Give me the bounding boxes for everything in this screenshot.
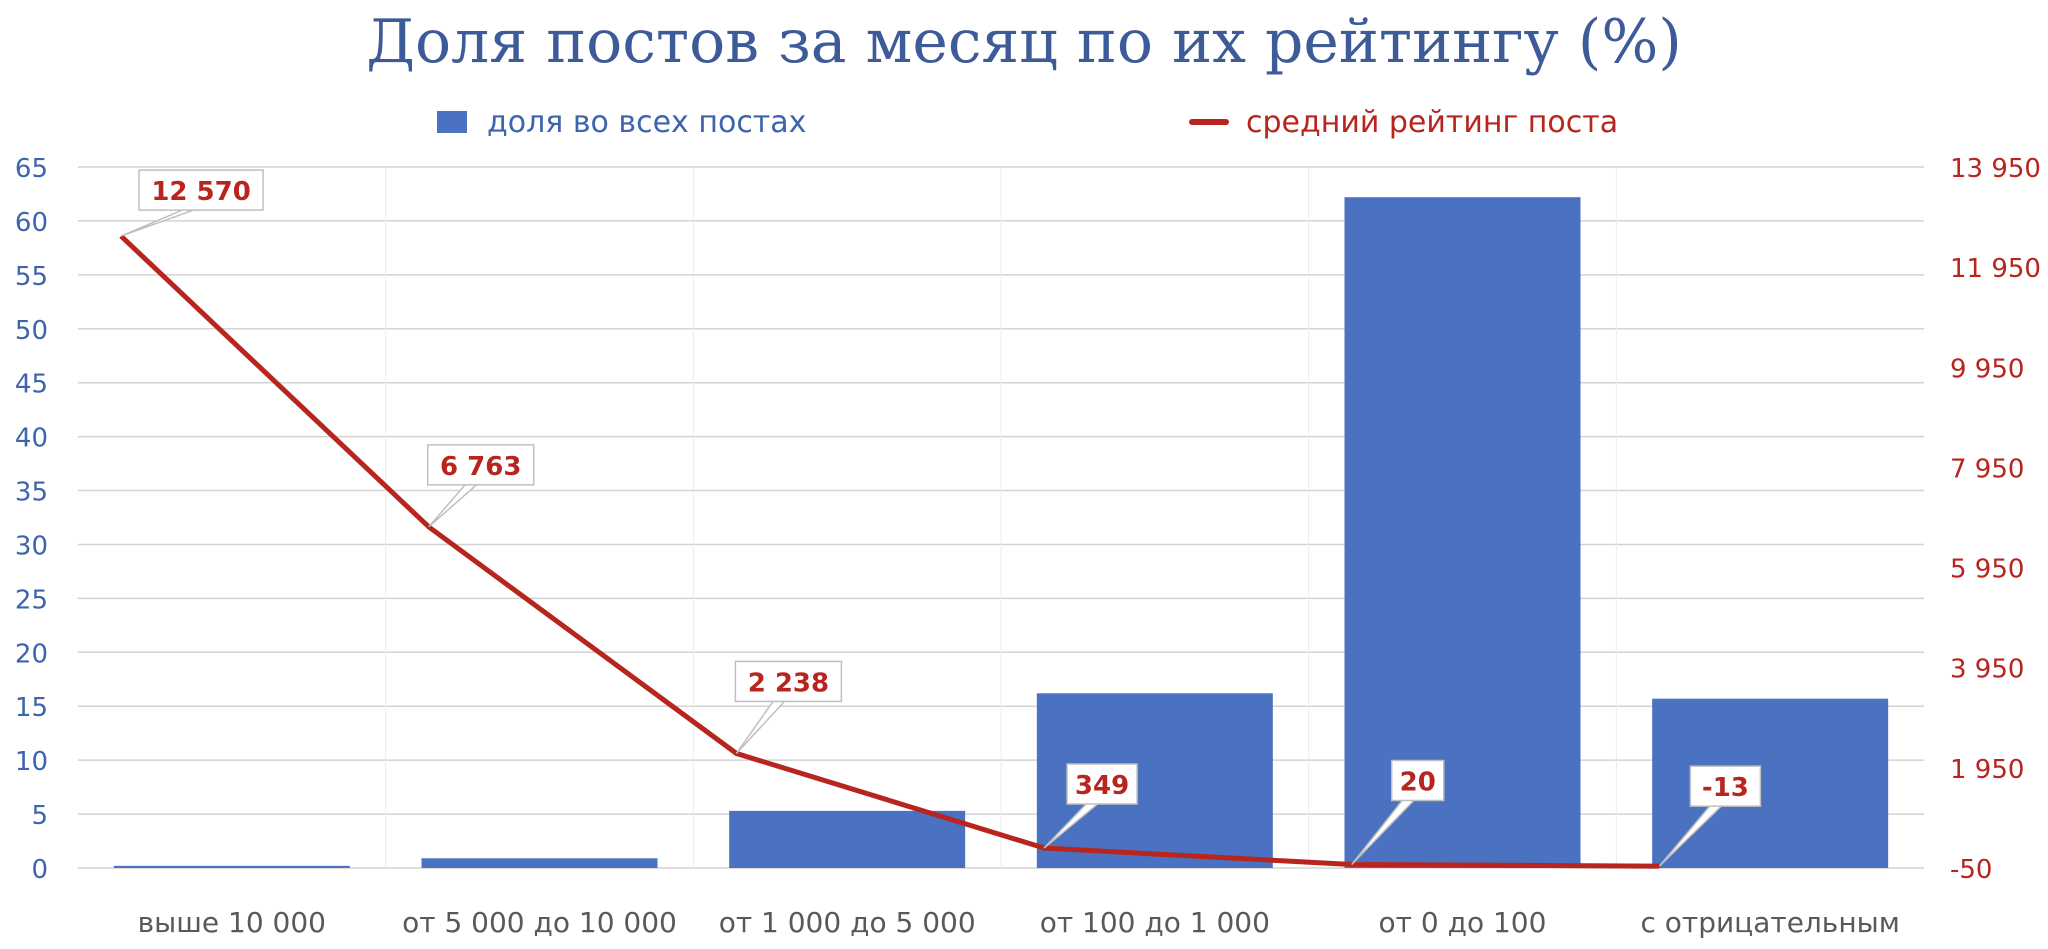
data-label-box xyxy=(1066,763,1138,805)
right-axis: -50 1 950 3 950 5 950 7 950 9 950 11 950 13 950 xyxy=(1950,154,2041,885)
left-tick-label: 0 xyxy=(31,855,48,885)
x-tick-label: от 1 000 до 5 000 xyxy=(719,906,976,939)
bar xyxy=(1652,698,1889,868)
data-label-callout: 2 238 xyxy=(734,660,843,754)
data-label-callout: 349 xyxy=(1043,763,1138,849)
data-label: 349 xyxy=(1075,771,1129,801)
line-series xyxy=(119,234,1660,869)
right-tick-label: 1 950 xyxy=(1950,755,2024,785)
right-tick-label: 3 950 xyxy=(1950,655,2024,685)
right-tick-label: 7 950 xyxy=(1950,454,2024,484)
data-label-callout: 20 xyxy=(1351,759,1445,866)
grid xyxy=(78,166,1924,869)
data-label: -13 xyxy=(1702,773,1749,803)
chart-title: Доля постов за месяц по их рейтингу (%) xyxy=(366,7,1682,77)
legend-bar-label: доля во всех постах xyxy=(487,105,806,140)
data-label-box xyxy=(1390,759,1445,802)
data-label-pointer xyxy=(120,207,200,237)
left-tick-label: 15 xyxy=(15,693,48,723)
bar xyxy=(113,865,350,868)
data-label-pointer xyxy=(428,482,481,528)
left-tick-label: 30 xyxy=(15,531,48,561)
data-label-box xyxy=(138,169,264,211)
data-label: 12 570 xyxy=(151,177,251,207)
x-tick-label: от 100 до 1 000 xyxy=(1040,906,1270,939)
left-tick-label: 45 xyxy=(15,370,48,400)
x-tick-label: выше 10 000 xyxy=(138,906,326,939)
left-axis: 0 5 10 15 20 25 30 35 40 45 50 55 60 65 xyxy=(15,154,48,885)
bar xyxy=(1344,197,1581,869)
legend: доля во всех постах средний рейтинг пост… xyxy=(437,105,1618,140)
data-label-callout: -13 xyxy=(1658,765,1762,867)
left-tick-label: 25 xyxy=(15,585,48,615)
data-label: 20 xyxy=(1400,767,1436,797)
bar xyxy=(421,858,658,868)
data-label-callout: 6 763 xyxy=(426,444,535,528)
right-tick-label: -50 xyxy=(1950,855,1992,885)
left-tick-label: 35 xyxy=(15,478,48,508)
data-label-box xyxy=(1689,765,1762,807)
left-tick-label: 5 xyxy=(31,801,48,831)
left-tick-label: 65 xyxy=(15,154,48,184)
right-tick-label: 13 950 xyxy=(1950,154,2041,184)
x-axis: выше 10 000 от 5 000 до 10 000 от 1 000 до… xyxy=(138,906,1900,939)
data-label-pointer xyxy=(735,698,789,754)
bar xyxy=(729,810,966,868)
data-label: 6 763 xyxy=(440,452,521,482)
left-tick-label: 50 xyxy=(15,316,48,346)
data-labels: 12 570 6 763 2 238 349 20 -13 xyxy=(120,169,1762,867)
data-label-box xyxy=(426,444,535,486)
right-tick-label: 11 950 xyxy=(1950,254,2041,284)
data-label-box xyxy=(734,660,843,703)
data-label: 2 238 xyxy=(748,668,829,698)
left-tick-label: 20 xyxy=(15,639,48,669)
left-tick-label: 55 xyxy=(15,262,48,292)
data-label-callout: 12 570 xyxy=(120,169,264,237)
x-tick-label: от 5 000 до 10 000 xyxy=(402,906,677,939)
x-tick-label: от 0 до 100 xyxy=(1379,906,1547,939)
right-tick-label: 9 950 xyxy=(1950,354,2024,384)
right-tick-label: 5 950 xyxy=(1950,555,2024,585)
x-tick-label: с отрицательным xyxy=(1640,906,1899,939)
left-tick-label: 40 xyxy=(15,424,48,454)
legend-line-label: средний рейтинг поста xyxy=(1246,105,1618,140)
line-path xyxy=(119,234,1660,869)
left-tick-label: 10 xyxy=(15,747,48,777)
left-tick-label: 60 xyxy=(15,208,48,238)
legend-bar-swatch xyxy=(437,111,467,133)
